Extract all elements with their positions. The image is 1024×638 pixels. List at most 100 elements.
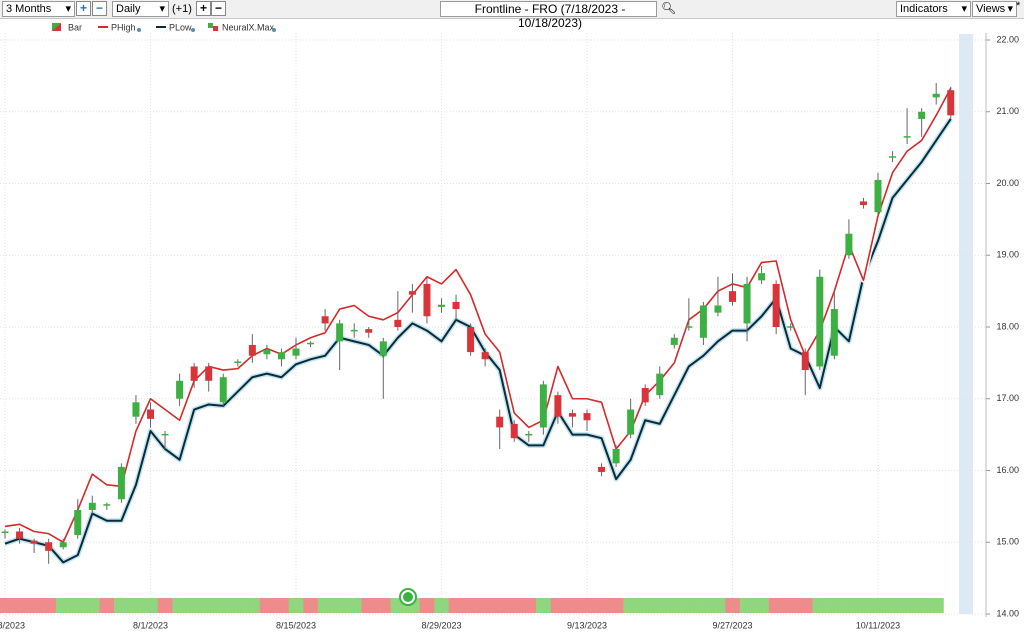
offset-plus[interactable]: + (196, 1, 211, 16)
signal-segment (725, 598, 741, 613)
candle-body (336, 323, 344, 342)
candle-body (947, 90, 955, 116)
toolbar: 3 Months ▾ + − Daily ▾ (+1) + − Frontline… (0, 0, 1024, 30)
legend-label: PLow (169, 22, 192, 32)
signal-segment (346, 598, 362, 613)
x-tick-label: 10/11/2023 (856, 620, 900, 630)
signal-segment (376, 598, 391, 613)
legend-signal-icon (213, 26, 218, 31)
candle-body (452, 301, 460, 310)
signal-segment (841, 598, 857, 613)
candle-body (772, 283, 780, 327)
signal-segment (536, 598, 551, 613)
candle-body (539, 384, 547, 428)
signal-segment (739, 598, 755, 613)
signal-segment (303, 598, 319, 613)
legend: Bar PHigh PLow NeuralX.Max (52, 22, 276, 32)
candle-body (30, 540, 38, 544)
signal-segment (143, 598, 159, 613)
candle-body (510, 423, 518, 439)
candle-body (656, 373, 664, 396)
candle-body (248, 344, 256, 356)
candle-body (423, 283, 431, 317)
candle-body (743, 283, 751, 324)
legend-label: PHigh (111, 22, 136, 32)
signal-segment (55, 598, 71, 613)
zoom-in[interactable]: + (76, 1, 91, 16)
x-tick-label: 8/15/2023 (276, 620, 316, 630)
candle-body (758, 273, 766, 281)
candle-body (801, 352, 809, 371)
signal-segment (172, 598, 188, 613)
candle-body (438, 304, 445, 307)
candle-body (816, 276, 824, 367)
signal-segment (550, 598, 566, 613)
signal-segment (768, 598, 784, 613)
symbol-text: Frontline - FRO (7/18/2023 - 10/18/2023) (474, 2, 626, 30)
signal-segment (434, 598, 450, 613)
candle-body (670, 337, 678, 345)
signal-segment (85, 598, 100, 613)
legend-signal-icon (208, 23, 213, 28)
y-tick-label: 14.00 (996, 608, 1019, 618)
signal-segment (623, 598, 639, 613)
candle-body (379, 341, 387, 356)
candle-body (889, 156, 897, 158)
candle-body (481, 352, 489, 360)
signal-segment (652, 598, 668, 613)
signal-segment (477, 598, 493, 613)
x-tick-label: 9/27/2023 (712, 620, 752, 630)
candle-body (132, 402, 140, 417)
candle-body (1, 531, 9, 533)
signal-segment (448, 598, 464, 613)
signal-segment (870, 598, 886, 613)
zoom-out[interactable]: − (92, 1, 107, 16)
search-icon[interactable]: 🔍︎ (661, 1, 677, 15)
candle-body (234, 361, 242, 363)
pin[interactable]: * (1016, 0, 1021, 12)
views-select[interactable]: Views ▾ (972, 1, 1017, 17)
signal-segment (186, 598, 202, 613)
line (4, 87, 952, 544)
signal-segment (41, 598, 57, 613)
indicators-select[interactable]: Indicators ▾ (896, 1, 971, 17)
symbol-box[interactable]: Frontline - FRO (7/18/2023 - 10/18/2023) (440, 1, 657, 30)
x-tick-label: 7/18/2023 (0, 620, 25, 630)
offset-minus[interactable]: − (211, 1, 226, 16)
candle-body (190, 366, 198, 381)
range-select[interactable]: 3 Months ▾ (2, 1, 75, 17)
interval-text: Daily (116, 3, 141, 15)
candle-body (277, 352, 285, 360)
y-tick-label: 19.00 (996, 250, 1019, 260)
legend-dot (272, 28, 276, 32)
legend-bar-icon-down (52, 23, 61, 31)
signal-segment (463, 598, 479, 613)
signal-segment (332, 598, 348, 613)
candle-body (554, 395, 562, 417)
candle-body (365, 329, 373, 333)
candle-body (161, 433, 169, 436)
signal-segment (419, 598, 435, 613)
candle-body (583, 413, 591, 421)
signal-segment (70, 598, 86, 613)
candle-body (787, 326, 795, 328)
candle-body (16, 531, 24, 539)
candle-body (714, 305, 722, 313)
y-tick-label: 17.00 (996, 393, 1019, 403)
signal-segment (928, 598, 944, 613)
legend-dot (191, 28, 195, 32)
signal-segment (361, 598, 377, 613)
indicators-text: Indicators (900, 3, 948, 15)
legend-label: Bar (68, 22, 82, 32)
x-tick-label: 9/13/2023 (567, 620, 607, 630)
candle-body (205, 366, 213, 381)
signal-segment (594, 598, 610, 613)
candle-body (598, 466, 606, 472)
signal-segment (128, 598, 144, 613)
interval-select[interactable]: Daily ▾ (112, 1, 169, 17)
candle-body (321, 316, 329, 324)
candle-body (467, 327, 475, 353)
candle-body (874, 179, 882, 213)
signal-segment (521, 598, 537, 613)
